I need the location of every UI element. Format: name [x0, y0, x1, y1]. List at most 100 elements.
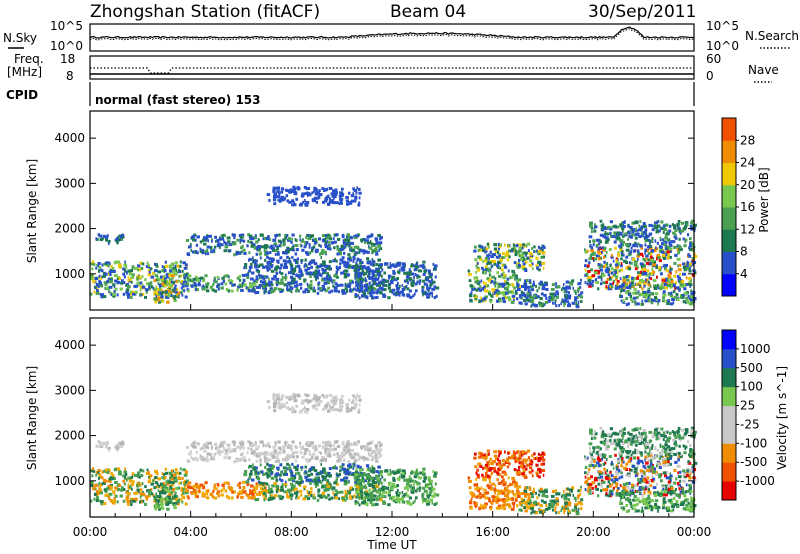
velocity-cell: [272, 397, 276, 400]
power-cell: [371, 269, 375, 273]
power-cell: [474, 297, 478, 301]
power-cell: [689, 244, 692, 248]
power-cell: [497, 247, 500, 251]
power-cell: [664, 286, 668, 290]
velocity-cell: [276, 394, 278, 398]
velocity-cell: [296, 394, 301, 398]
velocity-cell: [285, 396, 290, 400]
velocity-cell: [139, 500, 143, 504]
power-cell: [528, 263, 533, 267]
power-cell: [618, 237, 621, 241]
velocity-cell: [169, 497, 171, 501]
power-cell: [342, 239, 345, 243]
power-cell: [315, 200, 318, 204]
power-cell: [150, 281, 153, 285]
velocity-cell: [155, 494, 158, 498]
velocity-cell: [414, 480, 417, 483]
power-cell: [576, 295, 579, 299]
power-cell: [689, 284, 692, 288]
power-cell: [410, 281, 415, 285]
power-cell: [339, 258, 344, 262]
power-cell: [630, 233, 635, 237]
power-cell: [203, 277, 205, 281]
power-cell: [677, 276, 681, 280]
power-cell: [677, 226, 680, 230]
power-cell: [185, 284, 189, 288]
power-cell: [644, 299, 648, 303]
power-cell: [389, 262, 392, 266]
velocity-cell: [333, 399, 335, 403]
velocity-cell: [268, 405, 271, 409]
power-cell: [567, 291, 570, 294]
power-cell: [603, 227, 607, 230]
power-cell: [496, 271, 499, 275]
velocity-cell: [294, 487, 298, 491]
power-cell: [638, 293, 641, 297]
power-cell: [194, 288, 198, 292]
power-cell: [348, 244, 350, 248]
velocity-cell: [154, 507, 158, 511]
power-cell: [308, 251, 312, 255]
power-cell: [266, 283, 269, 287]
power-cell: [285, 189, 290, 193]
power-cell: [516, 288, 521, 291]
velocity-cell: [317, 488, 321, 492]
velocity-cell: [355, 470, 358, 474]
velocity-cell: [124, 467, 126, 471]
power-cell: [157, 270, 162, 274]
power-cell: [291, 237, 293, 241]
power-cell: [223, 233, 226, 237]
velocity-cell: [295, 480, 299, 484]
power-cell: [318, 237, 322, 241]
power-cell: [516, 250, 518, 254]
power-cell: [644, 251, 646, 255]
power-cell: [494, 280, 496, 284]
power-cell: [633, 260, 638, 264]
velocity-cell: [272, 445, 276, 449]
power-cell: [171, 280, 175, 284]
power-cell: [556, 285, 561, 289]
velocity-cell: [192, 445, 196, 449]
power-cell: [662, 280, 665, 284]
velocity-cell: [170, 477, 174, 481]
velocity-cell: [396, 488, 399, 492]
power-cell: [102, 234, 106, 238]
power-cell: [322, 200, 326, 204]
power-cell: [524, 287, 527, 291]
power-cell: [416, 276, 419, 280]
power-cell: [157, 294, 160, 298]
power-cell: [384, 262, 389, 266]
power-cell: [355, 278, 360, 282]
power-cell: [673, 226, 676, 230]
power-cell: [139, 275, 142, 279]
velocity-cell: [350, 487, 354, 491]
power-cell: [276, 247, 279, 251]
velocity-cell: [348, 463, 352, 467]
power-cell: [502, 291, 506, 294]
power-cell: [623, 281, 627, 285]
power-cell: [313, 272, 318, 276]
velocity-cell: [167, 501, 171, 505]
velocity-cell: [164, 491, 167, 495]
power-cell: [647, 280, 650, 284]
power-cell: [379, 237, 382, 241]
power-cell: [611, 285, 614, 289]
velocity-cell: [172, 476, 176, 480]
velocity-cell: [273, 482, 277, 485]
velocity-cell: [311, 453, 314, 457]
power-cell: [592, 239, 596, 243]
power-cell: [629, 251, 633, 255]
power-cell: [597, 248, 600, 252]
velocity-cell: [326, 394, 329, 398]
power-cell: [665, 244, 668, 248]
velocity-cell: [183, 483, 186, 487]
power-cell: [313, 262, 318, 266]
power-cell: [140, 267, 144, 270]
velocity-cell: [161, 497, 164, 501]
power-cell: [656, 257, 658, 261]
power-cell: [165, 295, 170, 299]
velocity-cell: [219, 444, 222, 448]
power-cell: [556, 292, 559, 296]
power-cell: [116, 293, 119, 297]
power-cell: [124, 266, 128, 270]
